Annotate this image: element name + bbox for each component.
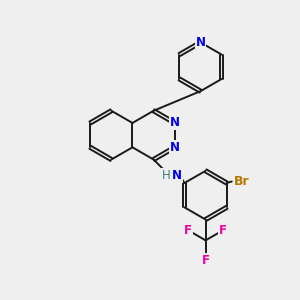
Text: F: F [184, 224, 192, 237]
Text: F: F [202, 254, 210, 267]
Text: Br: Br [234, 175, 249, 188]
Text: F: F [219, 224, 227, 237]
Text: N: N [172, 169, 182, 182]
Text: N: N [196, 36, 206, 49]
Text: H: H [162, 169, 171, 182]
Text: N: N [170, 116, 180, 130]
Text: N: N [170, 141, 180, 154]
